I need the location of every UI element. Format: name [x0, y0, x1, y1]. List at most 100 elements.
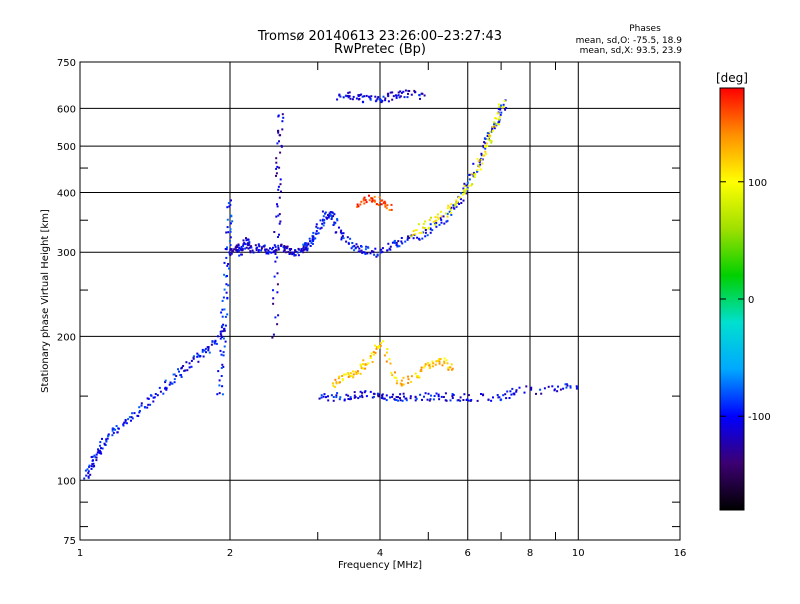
data-point: [278, 166, 281, 169]
data-point: [486, 132, 489, 135]
data-point: [411, 233, 414, 236]
data-point: [221, 299, 224, 302]
data-point: [395, 382, 398, 385]
data-point: [95, 459, 98, 462]
data-point: [449, 211, 452, 214]
data-point: [353, 244, 356, 247]
data-point: [410, 375, 413, 378]
data-point: [381, 247, 384, 250]
data-point: [91, 459, 94, 462]
data-point: [410, 380, 413, 383]
data-point: [315, 223, 318, 226]
data-point: [348, 95, 351, 98]
data-point: [207, 346, 210, 348]
chart-title: Tromsø 20140613 23:26:00–23:27:43: [257, 29, 502, 44]
colorbar-ticks: 100 0 -100: [720, 178, 771, 423]
data-point: [562, 387, 565, 390]
data-point: [391, 241, 394, 244]
data-point: [478, 161, 481, 163]
data-point: [540, 392, 543, 395]
data-point: [96, 451, 99, 454]
data-point: [468, 178, 471, 181]
data-point: [274, 316, 277, 319]
data-point: [128, 416, 131, 419]
data-point: [450, 203, 453, 206]
x-tick-label: 2: [227, 548, 233, 559]
data-point: [229, 230, 232, 233]
data-point: [399, 382, 402, 385]
data-point: [285, 247, 288, 250]
data-point: [491, 127, 494, 130]
data-point: [359, 203, 362, 206]
data-point: [356, 372, 359, 374]
data-point: [356, 205, 358, 208]
data-point: [223, 308, 226, 311]
data-point: [275, 167, 278, 170]
data-point: [250, 246, 253, 249]
data-point: [363, 202, 366, 205]
data-point: [124, 419, 127, 422]
data-point: [424, 235, 427, 238]
data-point: [380, 251, 383, 254]
data-point: [361, 396, 364, 399]
data-point: [335, 396, 338, 399]
data-point: [518, 386, 521, 389]
data-point: [447, 366, 450, 369]
data-point: [379, 99, 382, 102]
data-point: [473, 176, 476, 178]
data-point: [265, 248, 268, 251]
data-point: [388, 358, 391, 361]
data-point: [414, 372, 417, 375]
data-point: [388, 209, 391, 211]
x-tick-label: 6: [465, 548, 471, 559]
data-point: [93, 454, 96, 457]
data-point: [407, 235, 409, 238]
data-point: [327, 399, 330, 402]
data-point: [273, 231, 276, 233]
data-point: [244, 243, 247, 246]
data-point: [499, 113, 502, 116]
data-point: [257, 249, 260, 251]
data-point: [111, 429, 114, 432]
data-point: [219, 333, 222, 335]
data-point: [467, 185, 470, 188]
data-point: [440, 215, 443, 218]
data-point: [391, 393, 394, 396]
data-point: [237, 243, 240, 246]
data-point: [422, 231, 425, 234]
data-point: [466, 181, 469, 184]
data-point: [288, 248, 291, 250]
data-point: [379, 199, 382, 202]
data-point: [173, 381, 176, 384]
data-point: [467, 174, 470, 176]
data-point: [395, 96, 398, 99]
data-point: [227, 284, 230, 287]
data-point: [495, 123, 498, 125]
data-point: [515, 390, 518, 393]
data-point: [230, 199, 232, 202]
data-point: [276, 165, 279, 168]
data-point: [274, 260, 277, 263]
data-point: [249, 250, 252, 253]
data-point: [444, 212, 447, 215]
data-point: [353, 249, 356, 252]
data-point: [383, 202, 386, 204]
data-point: [440, 218, 443, 221]
data-point: [406, 237, 409, 240]
data-point: [504, 108, 507, 111]
data-point: [451, 367, 454, 370]
data-point: [480, 152, 483, 155]
data-point: [476, 169, 479, 171]
data-point: [286, 245, 289, 248]
data-point: [353, 396, 356, 399]
data-point: [564, 383, 567, 386]
data-point: [332, 396, 335, 398]
data-point: [367, 246, 370, 249]
data-point: [273, 244, 276, 247]
data-point: [321, 210, 324, 213]
data-point: [236, 250, 239, 253]
data-point: [505, 397, 508, 400]
data-point: [377, 204, 380, 206]
data-point: [424, 231, 427, 234]
data-point: [248, 246, 251, 249]
